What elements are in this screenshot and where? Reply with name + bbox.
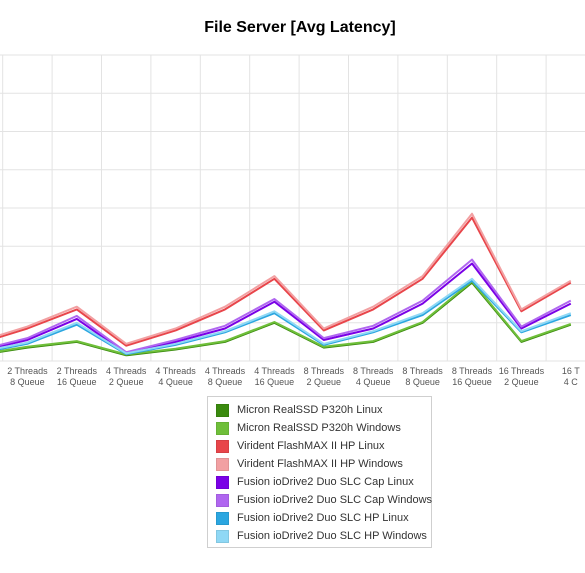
legend-label: Virident FlashMAX II HP Windows	[237, 458, 403, 470]
series-line-3	[0, 216, 572, 347]
x-tick-label: 2 Threads 16 Queue	[57, 366, 98, 387]
chart-legend: Micron RealSSD P320h Linux Micron RealSSD…	[207, 396, 432, 548]
x-tick-label: 16 Threads 2 Queue	[499, 366, 545, 387]
legend-swatch	[216, 475, 229, 489]
series-lines	[0, 212, 572, 357]
legend-item[interactable]: Virident FlashMAX II HP Linux	[216, 437, 385, 455]
x-tick-label: 8 Threads 4 Queue	[353, 366, 394, 387]
x-tick-label: 4 Threads 8 Queue	[205, 366, 246, 387]
legend-label: Fusion ioDrive2 Duo SLC HP Windows	[237, 530, 427, 542]
x-tick-label: 8 Threads 8 Queue	[402, 366, 443, 387]
legend-swatch	[216, 439, 229, 453]
x-tick-label: 4 Threads 2 Queue	[106, 366, 147, 387]
legend-item[interactable]: Fusion ioDrive2 Duo SLC Cap Linux	[216, 473, 414, 491]
legend-label: Micron RealSSD P320h Windows	[237, 422, 401, 434]
legend-item[interactable]: Fusion ioDrive2 Duo SLC HP Linux	[216, 509, 409, 527]
legend-label: Fusion ioDrive2 Duo SLC HP Linux	[237, 512, 409, 524]
legend-item[interactable]: Fusion ioDrive2 Duo SLC HP Windows	[216, 527, 427, 545]
legend-label: Fusion ioDrive2 Duo SLC Cap Windows	[237, 494, 433, 506]
x-tick-label: 8 Threads 16 Queue	[452, 366, 493, 387]
legend-item[interactable]: Micron RealSSD P320h Linux	[216, 401, 383, 419]
x-tick-label: 4 Threads 16 Queue	[254, 366, 295, 387]
series-line-8	[0, 277, 572, 355]
legend-swatch	[216, 421, 229, 435]
series-line-5	[0, 262, 572, 355]
legend-label: Fusion ioDrive2 Duo SLC Cap Linux	[237, 476, 414, 488]
legend-label: Virident FlashMAX II HP Linux	[237, 440, 385, 452]
x-tick-label: 8 Threads 2 Queue	[304, 366, 345, 387]
legend-swatch	[216, 403, 229, 417]
legend-label: Micron RealSSD P320h Linux	[237, 404, 383, 416]
legend-item[interactable]: Fusion ioDrive2 Duo SLC Cap Windows	[216, 491, 432, 509]
series-line-6	[0, 258, 572, 354]
series-line-7	[0, 279, 572, 356]
legend-swatch	[216, 511, 229, 525]
legend-item[interactable]: Micron RealSSD P320h Windows	[216, 419, 401, 437]
series-line-4	[0, 212, 572, 345]
legend-item[interactable]: Virident FlashMAX II HP Windows	[216, 455, 403, 473]
chart-title: File Server [Avg Latency]	[204, 19, 396, 36]
x-tick-label: 2 Threads 8 Queue	[7, 366, 48, 387]
x-tick-label: 4 Threads 4 Queue	[155, 366, 196, 387]
legend-swatch	[216, 493, 229, 507]
legend-swatch	[216, 457, 229, 471]
legend-swatch	[216, 529, 229, 543]
